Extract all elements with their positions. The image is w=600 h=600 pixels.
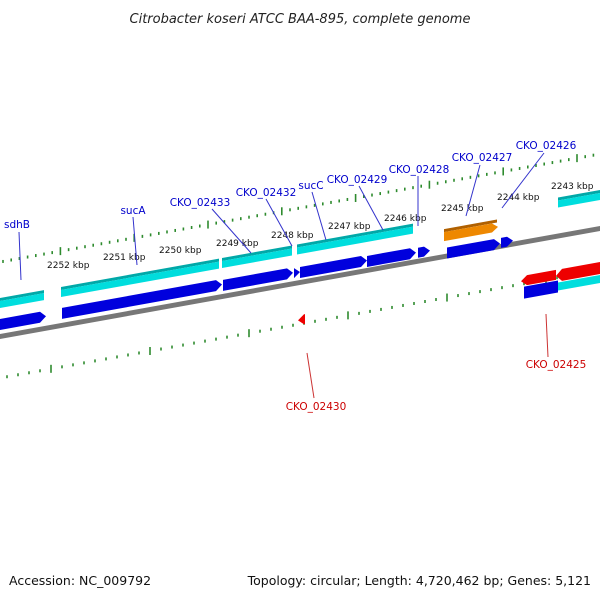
scale-labels: 2252 kbp 2251 kbp 2250 kbp 2249 kbp 2248 kbp… [47, 182, 594, 271]
summary-text: Topology: circular; Length: 4,720,462 bp… [247, 573, 591, 588]
gene-band-edge [297, 223, 413, 248]
gene-band [297, 226, 413, 255]
scale-label: 2251 kbp [103, 253, 146, 263]
gene-band-edge [0, 290, 44, 301]
gene-label: CKO_02429 [327, 174, 388, 186]
cds-arrow [223, 268, 293, 291]
cds-arrow [501, 236, 513, 248]
cds-arrow [367, 248, 416, 267]
gene-band [222, 248, 292, 269]
gene-label: sucC [298, 180, 323, 192]
scale-label: 2248 kbp [271, 231, 314, 241]
label-leader-line [211, 208, 252, 254]
cds-arrow [62, 280, 222, 319]
scale-label: 2244 kbp [497, 193, 540, 203]
cds-arrow [0, 311, 46, 330]
label-leaders [18, 152, 549, 399]
label-leader-line [358, 185, 384, 231]
gene-band-edge [61, 258, 219, 291]
label-leader-line [465, 164, 481, 217]
outer-tick-track [2, 153, 595, 263]
reverse-cds-arrow [298, 314, 305, 325]
gene-label: CKO_02428 [389, 164, 450, 176]
rna-band-edge [444, 219, 497, 233]
gene-label: sdhB [4, 219, 30, 231]
scale-label: 2245 kbp [441, 204, 484, 214]
accession-text: Accession: NC_009792 [9, 573, 151, 588]
label-leader-line [265, 198, 293, 247]
reverse-cds-band [524, 280, 558, 299]
gene-label: sucA [120, 205, 146, 217]
cds-arrow [447, 239, 500, 259]
gene-band [558, 193, 600, 208]
gene-label: CKO_02430 [286, 401, 347, 413]
cds-arrow [294, 268, 300, 279]
gene-label: CKO_02432 [236, 187, 297, 199]
gene-label: CKO_02425 [526, 359, 587, 371]
scale-label: 2246 kbp [384, 214, 427, 224]
scale-label: 2250 kbp [159, 246, 202, 256]
label-leader-line [132, 216, 138, 266]
gene-label: CKO_02426 [516, 140, 577, 152]
reverse-cds-arrow [556, 262, 600, 281]
gene-band-edge [222, 245, 292, 262]
label-leader-line [545, 313, 549, 358]
label-leader-line [18, 231, 22, 281]
gene-band [0, 293, 44, 308]
gene-band [61, 261, 219, 298]
map-title: Citrobacter koseri ATCC BAA-895, complet… [130, 12, 471, 27]
scale-label: 2243 kbp [551, 182, 594, 192]
cds-arrow [418, 246, 430, 258]
scale-label: 2247 kbp [328, 222, 371, 232]
gene-band-edge [558, 190, 600, 201]
reverse-gene-band [558, 275, 600, 291]
label-leader-line [306, 352, 315, 399]
scale-label: 2252 kbp [47, 261, 90, 271]
scale-label: 2249 kbp [216, 239, 259, 249]
gene-label: CKO_02433 [170, 197, 231, 209]
rna-feature [444, 223, 498, 242]
cds-arrow [300, 256, 367, 278]
feature-track [0, 190, 600, 339]
label-leader-line [501, 152, 545, 209]
reverse-cds-arrow [521, 269, 556, 286]
gene-label: CKO_02427 [452, 152, 513, 164]
label-leader-line [311, 191, 327, 241]
